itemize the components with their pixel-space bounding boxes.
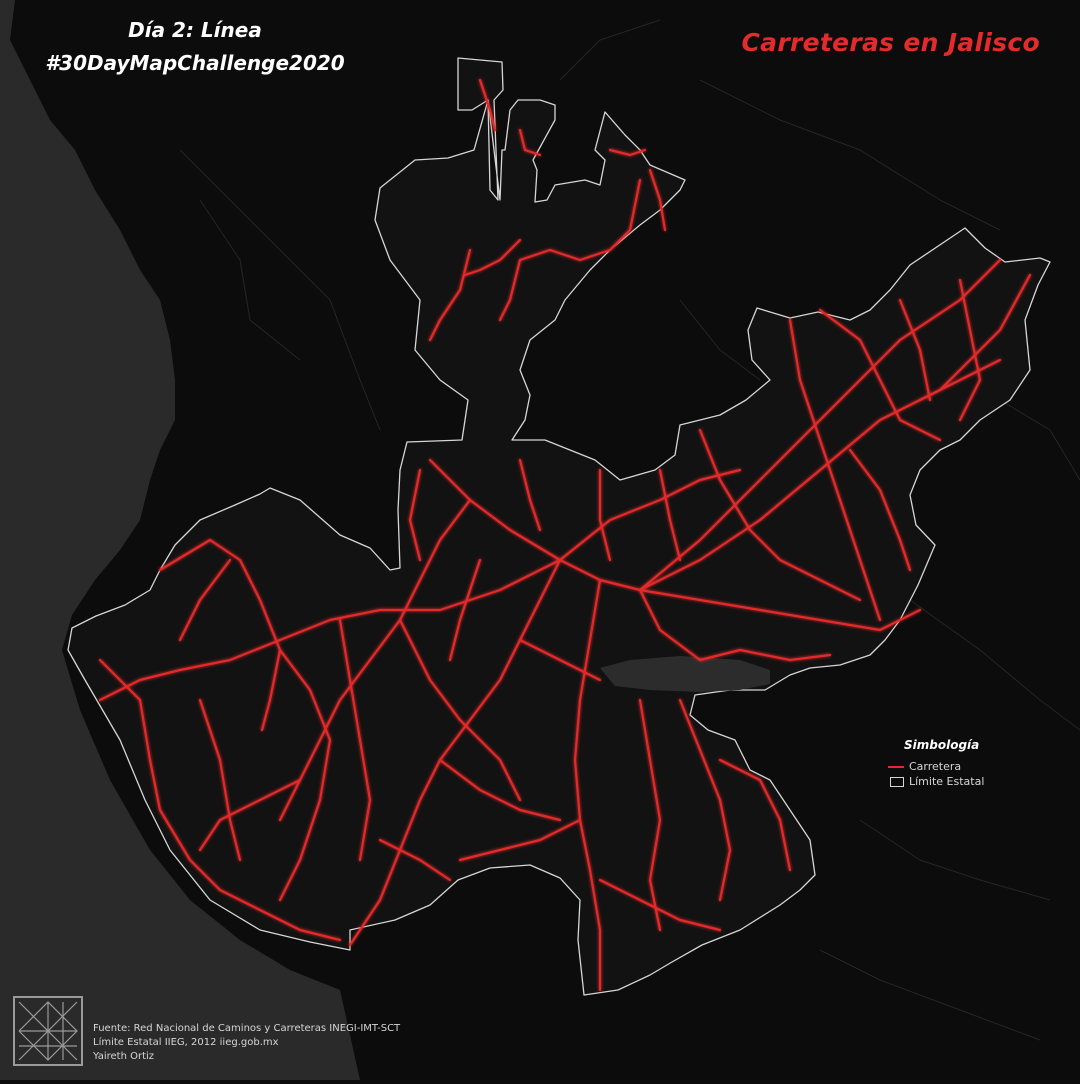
road-segment [958, 278, 982, 422]
road-segment [518, 638, 602, 682]
legend-item-label: Límite Estatal [909, 775, 985, 788]
road-segment [98, 558, 562, 702]
road-segment [428, 248, 472, 342]
road-segment [428, 458, 642, 592]
road-segment [573, 578, 602, 992]
road-segment [178, 558, 232, 642]
road-segment [648, 168, 667, 232]
road-segment [678, 698, 732, 902]
logo-svg [18, 1001, 78, 1061]
road-segment [698, 428, 862, 602]
road-segment [478, 78, 497, 132]
state-boundary [67, 57, 1051, 996]
road-segment [408, 468, 422, 562]
road-segment [818, 308, 942, 442]
legend: Simbología Carretera Límite Estatal [888, 738, 984, 789]
road-segment [518, 128, 542, 157]
lake-chapala [600, 656, 770, 692]
road-segment [348, 558, 562, 947]
geometric-logo-icon [13, 996, 83, 1066]
road-segment [498, 178, 642, 322]
road-segment [558, 468, 742, 562]
map-title: Carreteras en Jalisco [741, 28, 1040, 57]
legend-item-label: Carretera [909, 760, 962, 773]
road-segment [198, 778, 302, 852]
road-segment [198, 698, 242, 862]
road-segment [448, 558, 482, 662]
source-credits: Fuente: Red Nacional de Caminos y Carret… [93, 1022, 400, 1064]
legend-item-road: Carretera [888, 759, 984, 774]
road-segment [518, 458, 542, 532]
challenge-title: Día 2: Línea #30DayMapChallenge2020 [20, 14, 370, 80]
source-line-1: Fuente: Red Nacional de Caminos y Carret… [93, 1023, 401, 1034]
road-segment [338, 618, 372, 862]
road-segment [638, 273, 1032, 592]
road-segment [848, 448, 912, 572]
road-segment [918, 358, 1002, 402]
road-segment [638, 588, 832, 662]
road-segment [463, 238, 522, 277]
road-segment [398, 618, 522, 802]
road-segment [98, 658, 342, 942]
background-roads [179, 19, 1080, 1041]
challenge-day-label: Día 2: Línea [128, 18, 262, 42]
road-segment [598, 468, 612, 562]
road-segment [718, 758, 792, 872]
road-segment [378, 838, 452, 882]
road-segment [608, 148, 647, 157]
road-segment [438, 758, 562, 822]
road-segment [278, 498, 472, 822]
author-name: Yaireth Ortiz [93, 1051, 155, 1062]
legend-title: Simbología [904, 738, 980, 752]
road-segment [638, 588, 922, 632]
road-segment [658, 468, 682, 562]
challenge-hashtag: #30DayMapChallenge2020 [45, 51, 345, 75]
ocean [0, 0, 360, 1080]
road-line-icon [888, 765, 904, 768]
legend-item-boundary: Límite Estatal [888, 774, 984, 789]
road-segment [598, 878, 722, 932]
source-line-2: Límite Estatal IIEG, 2012 iieg.gob.mx [93, 1037, 279, 1048]
road-segment [788, 318, 882, 622]
road-segment [158, 538, 282, 732]
road-segment [638, 698, 662, 932]
road-segment [458, 818, 582, 862]
road-network [98, 78, 1032, 992]
road-segment [278, 648, 332, 902]
road-segment [898, 298, 932, 402]
road-segment [638, 258, 1002, 592]
boundary-box-icon [890, 776, 904, 787]
